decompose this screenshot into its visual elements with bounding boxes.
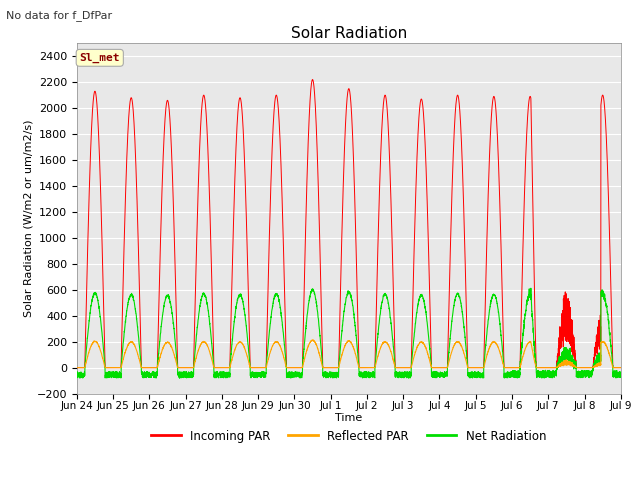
X-axis label: Time: Time [335,413,362,422]
Text: Sl_met: Sl_met [79,53,120,63]
Y-axis label: Solar Radiation (W/m2 or um/m2/s): Solar Radiation (W/m2 or um/m2/s) [24,120,34,317]
Legend: Incoming PAR, Reflected PAR, Net Radiation: Incoming PAR, Reflected PAR, Net Radiati… [147,425,551,447]
Text: No data for f_DfPar: No data for f_DfPar [6,10,113,21]
Title: Solar Radiation: Solar Radiation [291,25,407,41]
